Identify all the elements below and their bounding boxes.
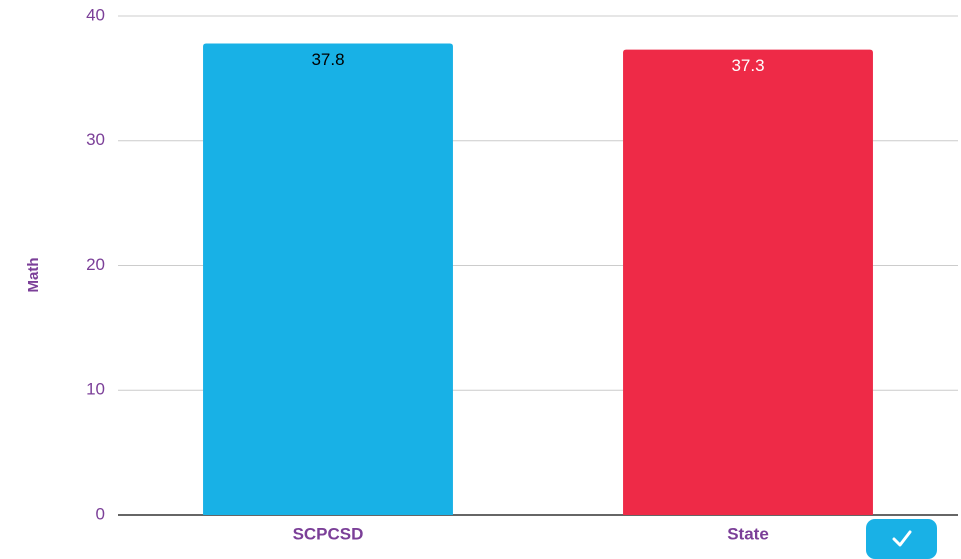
chart-container: 0 10 20 30 40 37.8 SCPCSD 37.3 State Math [25,5,958,543]
data-label-state: 37.3 [731,56,764,75]
y-tick-label-20: 20 [86,255,105,274]
y-tick-label-10: 10 [86,380,105,399]
bars [203,43,873,516]
labels: 0 10 20 30 40 37.8 SCPCSD 37.3 State [86,5,769,543]
y-tick-label-30: 30 [86,130,105,149]
bar-state [623,49,873,516]
x-category-label-state: State [727,524,769,543]
data-label-scpcsd: 37.8 [311,50,344,69]
bar-chart: 0 10 20 30 40 37.8 SCPCSD 37.3 State Math [25,5,958,543]
bar-scpcsd [203,43,453,515]
y-tick-label-40: 40 [86,5,105,24]
y-axis-title: Math [25,258,42,293]
checkmark-button[interactable] [866,519,937,559]
checkmark-icon [892,530,912,547]
y-tick-label-0: 0 [96,504,105,523]
x-category-label-scpcsd: SCPCSD [293,524,364,543]
